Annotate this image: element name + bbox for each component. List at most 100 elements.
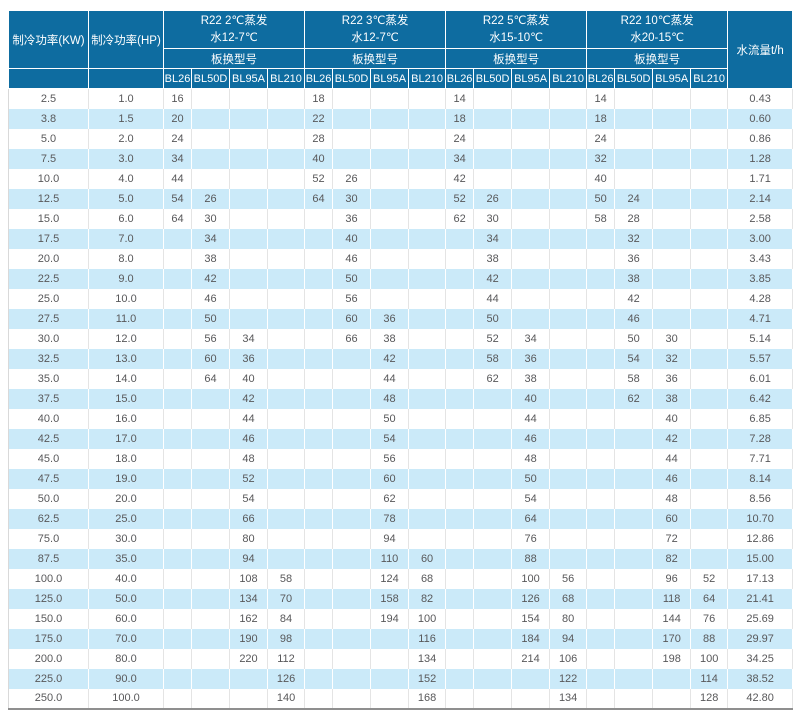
cell-model-value [163, 548, 192, 569]
cell-model-value [549, 128, 588, 149]
cell-model-value [586, 548, 616, 569]
cell-model-value [370, 148, 410, 169]
cell-model-value [473, 688, 513, 709]
cell-model-value: 40 [586, 168, 616, 189]
cell-model-value [614, 588, 654, 609]
cell-model-value [652, 148, 692, 169]
cell-model-value [614, 128, 654, 149]
header-group-r22-3c: R22 3℃蒸发 水12-7℃ [304, 10, 447, 49]
cell-model-value: 20 [163, 108, 192, 129]
cell-model-value: 34 [473, 228, 513, 249]
cell-model-value [304, 208, 334, 229]
cell-flow: 5.14 [727, 328, 794, 349]
cell-model-value [408, 308, 447, 329]
cell-model-value [690, 148, 729, 169]
cell-model-value: 134 [408, 648, 447, 669]
cell-model-value [163, 608, 192, 629]
cell-model-value [267, 128, 306, 149]
cell-model-value [304, 508, 334, 529]
cell-model-value [408, 248, 447, 269]
cell-model-value [690, 508, 729, 529]
cell-model-value: 64 [511, 508, 551, 529]
cell-model-value: 26 [332, 168, 372, 189]
header-model: BL50D [332, 68, 372, 89]
cell-model-value [229, 308, 268, 329]
cell-model-value [370, 228, 410, 249]
cell-model-value [473, 508, 513, 529]
cell-model-value [408, 208, 447, 229]
cell-model-value: 194 [370, 608, 410, 629]
cell-model-value: 34 [511, 328, 551, 349]
cell-flow: 6.42 [727, 388, 794, 409]
cell-model-value [586, 448, 616, 469]
cell-flow: 0.86 [727, 128, 794, 149]
cell-model-value [332, 628, 372, 649]
cell-model-value [445, 468, 475, 489]
cell-model-value: 152 [408, 668, 447, 689]
cell-flow: 3.85 [727, 268, 794, 289]
cell-model-value [473, 108, 513, 129]
cell-model-value [163, 348, 192, 369]
cell-model-value: 106 [549, 648, 588, 669]
cell-model-value [652, 228, 692, 249]
cell-model-value [586, 468, 616, 489]
cell-model-value [332, 648, 372, 669]
cell-hp: 20.0 [88, 488, 164, 509]
cell-kw: 37.5 [8, 388, 89, 409]
cell-model-value [445, 288, 475, 309]
cell-hp: 4.0 [88, 168, 164, 189]
cell-model-value: 94 [549, 628, 588, 649]
cell-model-value: 64 [304, 188, 334, 209]
cell-model-value [408, 188, 447, 209]
cell-kw: 100.0 [8, 568, 89, 589]
cell-model-value [191, 648, 230, 669]
group-title-line1: R22 10℃蒸发 [620, 14, 694, 27]
cell-model-value: 220 [229, 648, 268, 669]
cell-model-value [549, 228, 588, 249]
table-row: 200.0 80.0 220 112 134 214 106 198 100 34.25 [8, 648, 794, 669]
cell-model-value: 42 [614, 288, 654, 309]
table-row: 40.0 16.0 44 50 44 40 6.85 [8, 408, 794, 429]
cell-model-value [690, 528, 729, 549]
cell-model-value [549, 468, 588, 489]
cell-model-value: 94 [370, 528, 410, 549]
cell-model-value [408, 528, 447, 549]
cell-model-value [549, 248, 588, 269]
cell-model-value: 50 [586, 188, 616, 209]
cell-model-value [191, 108, 230, 129]
header-cooling-power-kw: 制冷功率(KW) [8, 10, 89, 69]
cell-model-value [229, 688, 268, 709]
cell-model-value [304, 468, 334, 489]
cell-hp: 8.0 [88, 248, 164, 269]
cell-model-value: 78 [370, 508, 410, 529]
cell-model-value [163, 368, 192, 389]
table-row: 30.0 12.0 56 34 66 38 52 34 50 30 5.14 [8, 328, 794, 349]
cell-model-value [408, 128, 447, 149]
table-row: 62.5 25.0 66 78 64 60 10.70 [8, 508, 794, 529]
header-group-r22-10c: R22 10℃蒸发 水20-15℃ [586, 10, 729, 49]
cell-model-value: 40 [652, 408, 692, 429]
cell-model-value [614, 628, 654, 649]
cell-model-value [549, 348, 588, 369]
cell-model-value: 76 [690, 608, 729, 629]
cell-model-value [473, 668, 513, 689]
cell-model-value [304, 228, 334, 249]
cell-model-value: 52 [690, 568, 729, 589]
cell-model-value [229, 208, 268, 229]
cell-hp: 7.0 [88, 228, 164, 249]
cell-model-value [332, 148, 372, 169]
cell-model-value [332, 368, 372, 389]
cell-model-value [511, 268, 551, 289]
cell-flow: 10.70 [727, 508, 794, 529]
cell-model-value [304, 408, 334, 429]
table-row: 5.0 2.0 24 28 24 24 0.86 [8, 128, 794, 149]
cell-model-value [267, 508, 306, 529]
cell-model-value [511, 88, 551, 109]
cell-model-value: 88 [511, 548, 551, 569]
cell-model-value [408, 408, 447, 429]
cell-model-value: 30 [473, 208, 513, 229]
cell-model-value [229, 88, 268, 109]
cell-model-value: 32 [652, 348, 692, 369]
cell-model-value [549, 108, 588, 129]
cell-model-value [408, 508, 447, 529]
